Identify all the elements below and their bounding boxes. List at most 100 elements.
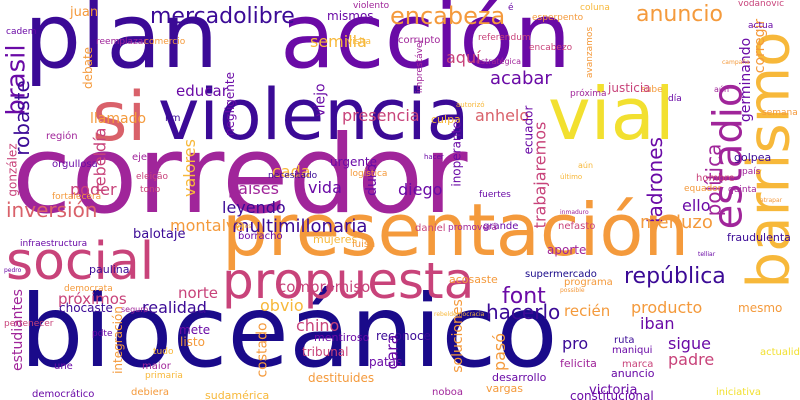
- word-168: campaña: [722, 59, 750, 66]
- word-42: ello: [682, 196, 711, 215]
- word-115: primaria: [145, 371, 183, 381]
- word-20: hacerlo: [486, 300, 561, 324]
- word-143: orgullosa: [52, 159, 98, 170]
- word-67: coluna: [580, 3, 610, 13]
- word-120: maniqui: [612, 345, 653, 356]
- word-81: necesitado: [268, 171, 318, 181]
- word-54: sigue: [668, 334, 711, 353]
- word-139: día: [668, 94, 682, 104]
- word-66: vodanovic: [738, 0, 785, 9]
- word-119: marca: [622, 359, 654, 370]
- word-86: nefasto: [558, 221, 596, 232]
- word-48: compromiso: [278, 278, 371, 296]
- word-94: chocaste: [59, 301, 113, 315]
- word-7: si: [92, 78, 147, 157]
- word-39: vida: [308, 178, 342, 197]
- word-27: educar: [176, 82, 228, 100]
- word-92: paulina: [89, 263, 130, 276]
- word-83: luisa: [352, 239, 376, 250]
- word-88: supermercado: [525, 269, 597, 280]
- word-46: realidad: [142, 298, 207, 317]
- word-36: cada: [272, 162, 311, 181]
- word-99: reconoce: [376, 329, 431, 343]
- word-2: plan: [24, 0, 219, 89]
- word-125: tudo: [153, 347, 174, 357]
- word-85: grande: [483, 221, 519, 232]
- word-153: imprestável: [415, 39, 426, 94]
- word-135: golpea: [734, 151, 772, 164]
- word-77: justicia: [608, 81, 651, 95]
- word-117: anuncio: [611, 367, 655, 380]
- word-5: violencia: [158, 74, 470, 156]
- word-113: maior: [142, 361, 171, 372]
- word-24: acabar: [490, 68, 552, 89]
- word-147: avanzamos: [585, 26, 596, 79]
- word-167: rebeldemocracia: [434, 311, 485, 318]
- word-132: equador: [684, 184, 722, 194]
- word-72: visita: [347, 37, 372, 47]
- word-52: estudiantes: [9, 289, 26, 371]
- word-155: é: [508, 3, 514, 13]
- word-101: tribunal: [302, 345, 349, 359]
- word-53: próximos: [58, 290, 127, 308]
- word-74: comercio: [144, 37, 186, 47]
- word-84: daniel: [415, 223, 446, 234]
- word-57: iban: [640, 314, 675, 333]
- word-109: iniciativa: [716, 387, 762, 398]
- word-87: aporte: [547, 243, 587, 257]
- word-15: anuncio: [636, 2, 723, 27]
- word-128: ejes: [132, 152, 153, 163]
- word-145: región: [46, 131, 78, 142]
- word-137: fraudulenta: [727, 231, 791, 244]
- word-79: urgente: [330, 155, 378, 169]
- word-164: telliar: [698, 251, 716, 258]
- word-16: república: [624, 264, 726, 289]
- word-122: mesmo: [738, 301, 783, 315]
- word-169: artes: [236, 223, 252, 230]
- word-98: listo: [180, 335, 205, 349]
- word-95: seguro: [121, 305, 149, 314]
- word-142: gonzález: [5, 143, 20, 197]
- word-108: constitucional: [570, 389, 654, 400]
- word-68: esperpento: [532, 13, 584, 23]
- word-156: km: [165, 113, 181, 124]
- word-50: chino: [296, 316, 340, 335]
- word-22: ladrones: [642, 137, 667, 223]
- word-163: inmaduro: [560, 209, 589, 216]
- word-47: obvio: [260, 296, 304, 315]
- word-160: aún: [714, 85, 730, 94]
- word-34: valores: [179, 139, 199, 197]
- word-29: anhelo: [475, 106, 530, 125]
- word-121: ruta: [614, 335, 635, 346]
- word-123: programa: [564, 277, 613, 288]
- word-14: encabeza: [390, 2, 506, 30]
- word-44: montalva: [170, 216, 246, 235]
- word-105: noboa: [432, 387, 464, 398]
- word-129: eleição: [136, 172, 169, 182]
- word-144: fortalecerá: [52, 192, 102, 202]
- word-76: sube: [641, 85, 663, 95]
- word-107: victoria: [589, 383, 638, 398]
- word-38: países: [228, 179, 279, 198]
- word-3: acción: [280, 0, 572, 89]
- word-140: actua: [748, 21, 774, 31]
- word-1: bioceánico: [20, 273, 558, 390]
- word-114: une: [54, 361, 73, 372]
- word-37: poder: [70, 180, 117, 199]
- word-64: juan: [70, 5, 99, 20]
- word-6: vial: [548, 72, 675, 156]
- word-141: promoverá: [448, 223, 498, 233]
- word-59: pasó: [490, 332, 510, 372]
- word-51: costado: [254, 322, 271, 378]
- word-18: inversión: [6, 198, 98, 222]
- word-40: leyendo: [222, 198, 286, 217]
- word-134: quinta: [728, 185, 757, 195]
- word-159: aún: [578, 161, 594, 170]
- word-17: font: [502, 284, 546, 309]
- word-43: merluzo: [640, 212, 713, 233]
- word-41: diego: [398, 180, 443, 199]
- word-97: mete: [179, 323, 211, 337]
- word-56: pro: [562, 334, 589, 353]
- word-32: germinando: [738, 37, 755, 123]
- word-133: fuertes: [479, 190, 511, 200]
